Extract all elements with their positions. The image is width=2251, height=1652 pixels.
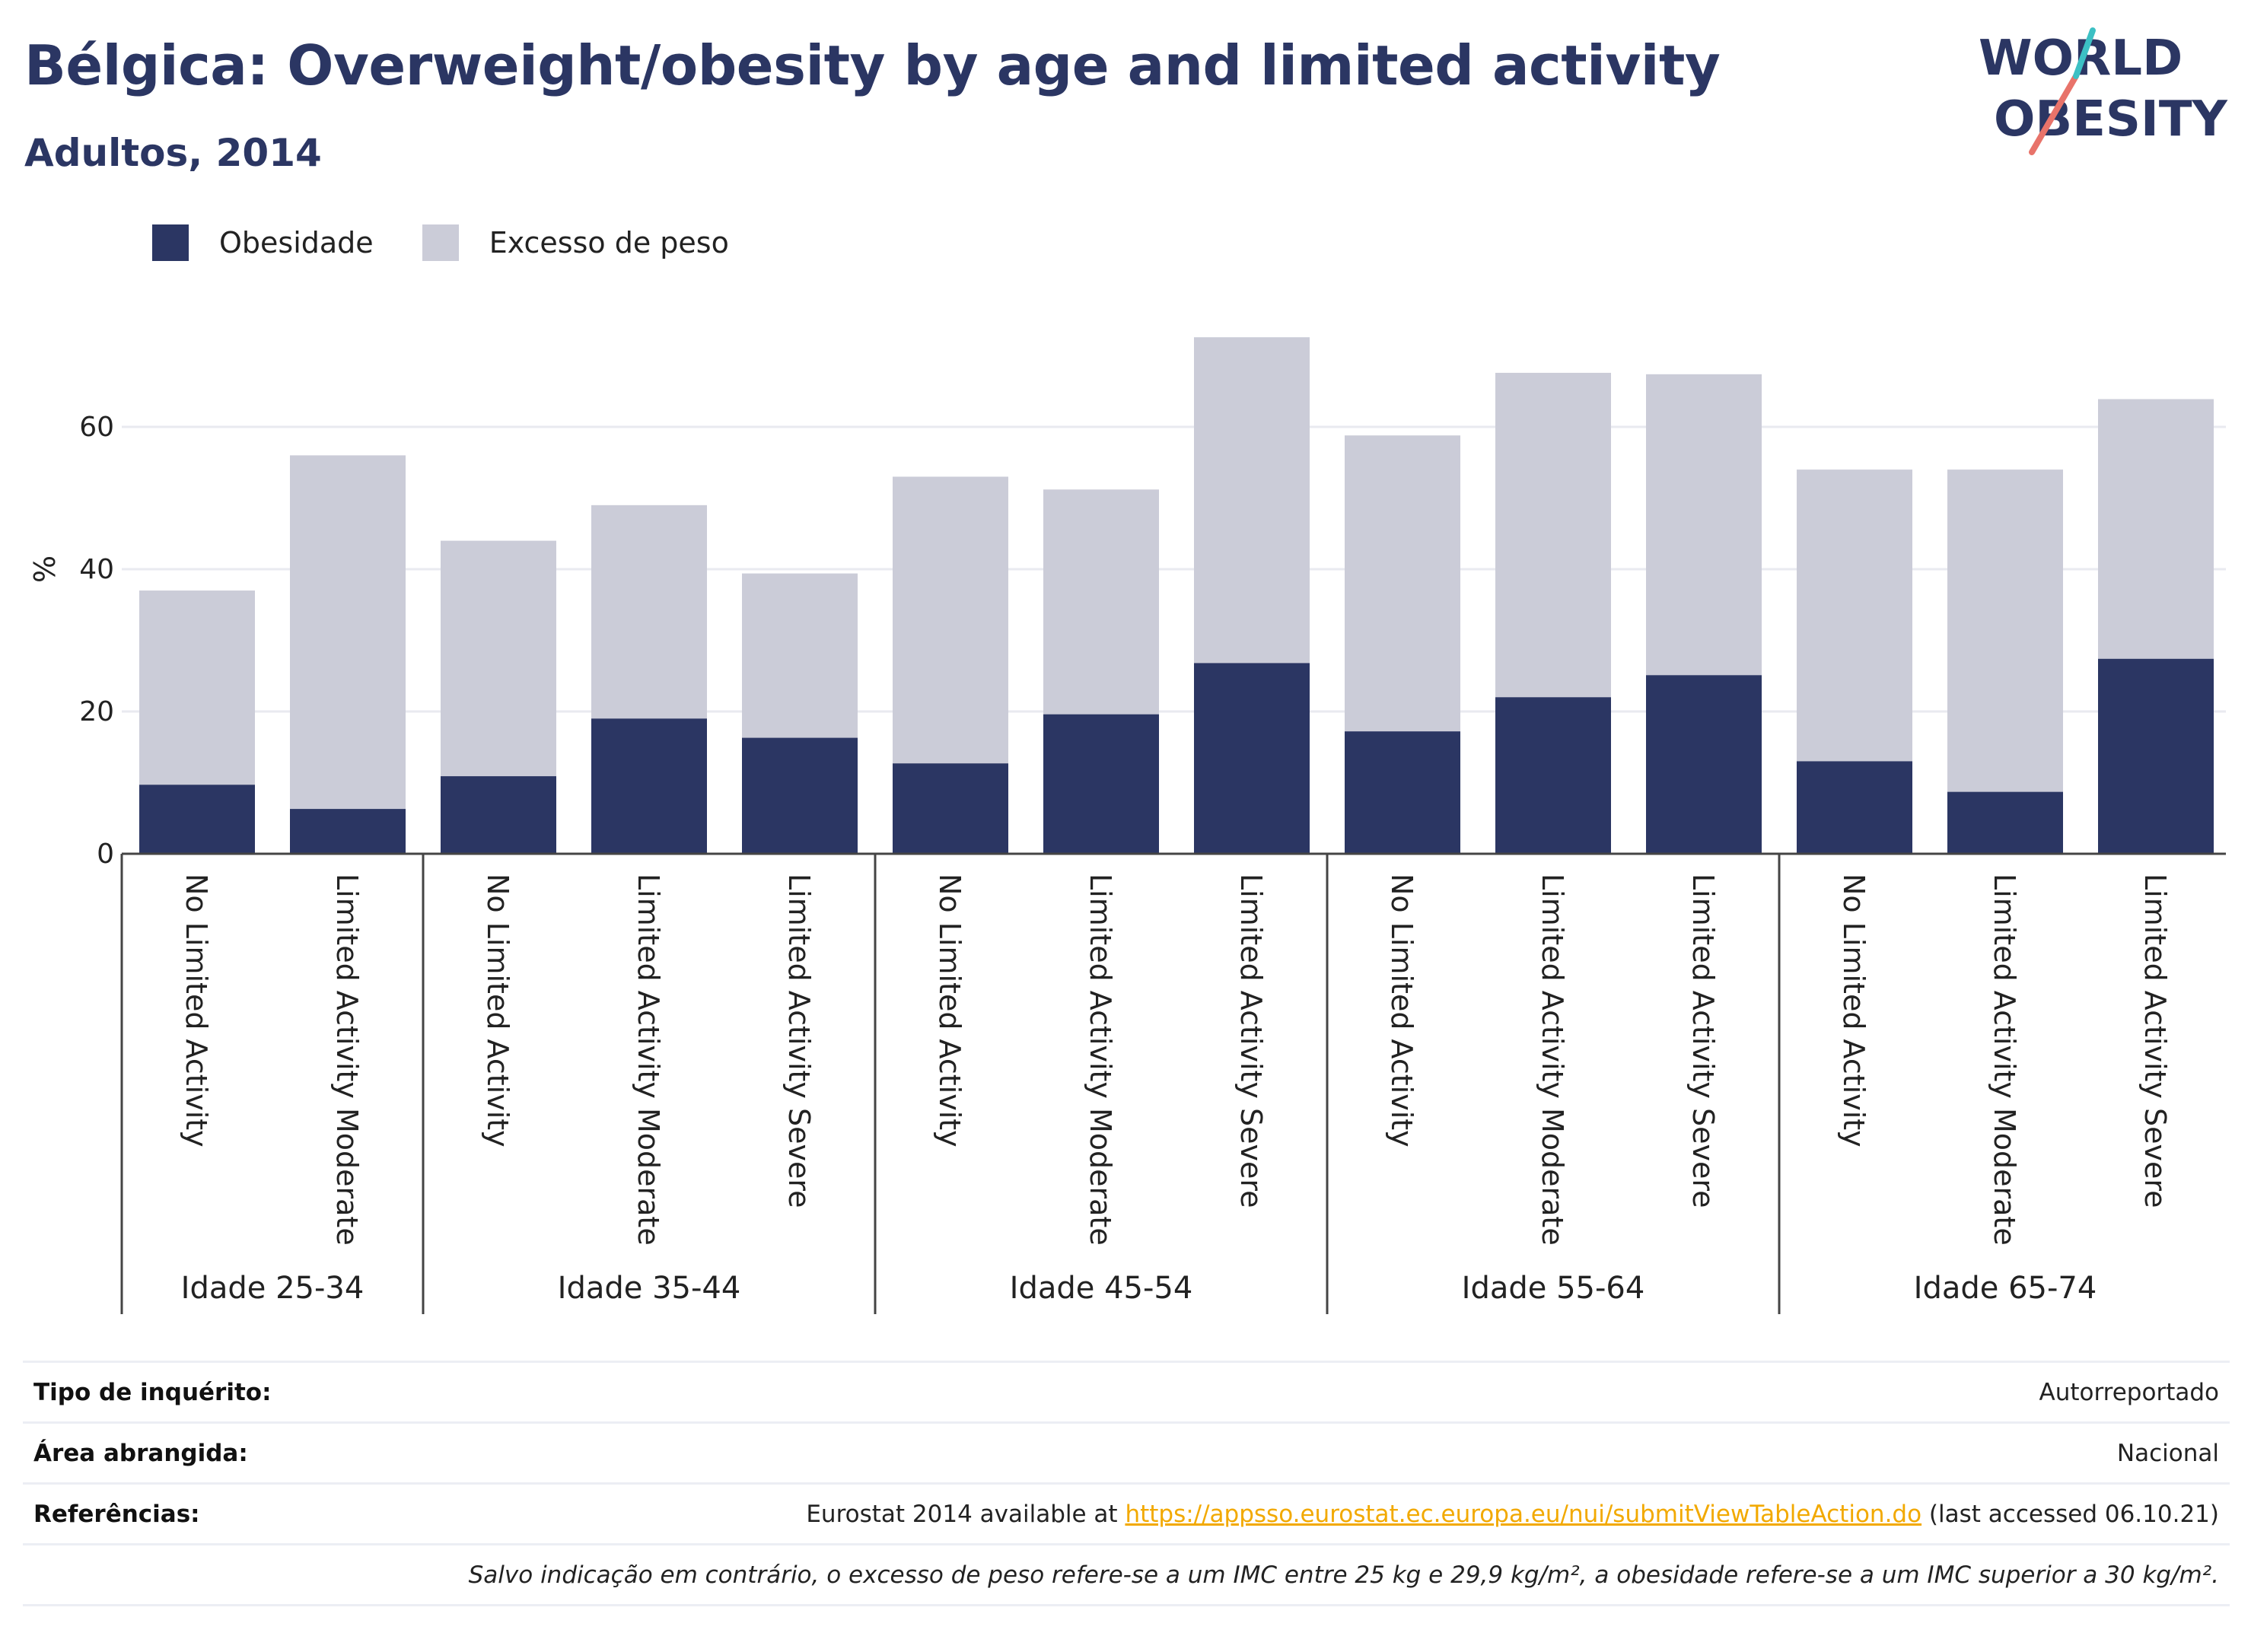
y-axis-label: % [28,555,62,583]
meta-value-survey-type: Autorreportado [2039,1378,2220,1406]
legend-item-obesity[interactable]: Obesidade [152,224,374,261]
group-label: Idade 35-44 [558,1271,741,1306]
y-tick-label-40: 40 [79,554,114,585]
meta-row-references: Referências: Eurostat 2014 available at … [23,1482,2230,1543]
y-tick-label-0: 0 [97,839,114,870]
bar-obesity [1797,761,1912,854]
page-subtitle: Adultos, 2014 [24,131,322,175]
reference-link[interactable]: https://appsso.eurostat.ec.europa.eu/nui… [1125,1500,1922,1528]
x-tick-label: No Limited Activity [481,874,514,1147]
meta-value-references: Eurostat 2014 available at https://appss… [806,1501,2219,1528]
meta-row-note: Salvo indicação em contrário, o excesso … [23,1543,2230,1604]
group-label: Idade 45-54 [1010,1271,1193,1306]
page-title: Bélgica: Overweight/obesity by age and l… [24,33,1721,97]
legend-label-obesity: Obesidade [219,226,374,259]
logo-line2: OBESITY [1994,91,2227,148]
x-tick-label: Limited Activity Severe [1234,874,1268,1208]
meta-row-survey-type: Tipo de inquérito: Autorreportado [23,1361,2230,1421]
meta-key-survey-type: Tipo de inquérito: [33,1378,272,1406]
x-tick-label: Limited Activity Moderate [1536,874,1569,1246]
meta-key-references: Referências: [33,1500,200,1528]
reference-suffix: (last accessed 06.10.21) [1921,1500,2219,1528]
x-tick-label: Limited Activity Moderate [1988,874,2021,1246]
bar-obesity [893,763,1008,854]
meta-bottom-border [23,1604,2230,1606]
bar-obesity [290,809,406,854]
group-label: Idade 55-64 [1462,1271,1645,1306]
x-tick-label: Limited Activity Severe [1686,874,1720,1208]
bar-obesity [1043,714,1159,854]
y-tick-label-60: 60 [79,412,114,443]
x-tick-label: No Limited Activity [1385,874,1418,1147]
bar-obesity [1646,675,1762,854]
group-label: Idade 25-34 [181,1271,365,1306]
logo-slash-coral [2029,73,2079,155]
bar-chart: 0 20 40 60% No Limited Activity Limited Activ… [28,337,2226,1314]
bar-obesity [1194,663,1310,854]
x-tick-label: Limited Activity Moderate [330,874,364,1246]
meta-key-coverage: Área abrangida: [33,1439,248,1467]
legend-swatch-overweight [422,224,459,261]
x-tick-label: Limited Activity Moderate [1084,874,1117,1246]
legend-label-overweight: Excesso de peso [489,226,729,259]
legend-item-overweight[interactable]: Excesso de peso [422,224,729,261]
legend: Obesidade Excesso de peso [152,224,778,261]
bar-obesity [2098,658,2214,854]
bar-obesity [139,785,255,854]
reference-prefix: Eurostat 2014 available at [806,1500,1126,1528]
x-tick-label: Limited Activity Moderate [632,874,665,1246]
world-obesity-logo: WORLD OBESITY [1979,27,2227,155]
meta-note: Salvo indicação em contrário, o excesso … [468,1561,2219,1589]
group-label: Idade 65-74 [1914,1271,2097,1306]
bar-obesity [441,776,556,854]
x-tick-label: Limited Activity Severe [782,874,816,1208]
x-tick-label: No Limited Activity [180,874,213,1147]
legend-swatch-obesity [152,224,189,261]
bar-overweight [1947,469,2063,854]
bar-obesity [1495,697,1611,854]
meta-value-coverage: Nacional [2116,1439,2219,1467]
meta-row-coverage: Área abrangida: Nacional [23,1421,2230,1482]
bar-overweight [290,455,406,854]
x-tick-label: No Limited Activity [933,874,966,1147]
x-tick-label: Limited Activity Severe [2138,874,2172,1208]
bar-obesity [742,737,858,854]
logo-slash-teal [2073,27,2096,79]
x-tick-label: No Limited Activity [1837,874,1871,1147]
bar-obesity [591,718,707,854]
bar-obesity [1345,731,1460,854]
y-tick-label-20: 20 [79,696,114,727]
metadata-table: Tipo de inquérito: Autorreportado Área a… [23,1361,2230,1606]
bar-obesity [1947,791,2063,854]
